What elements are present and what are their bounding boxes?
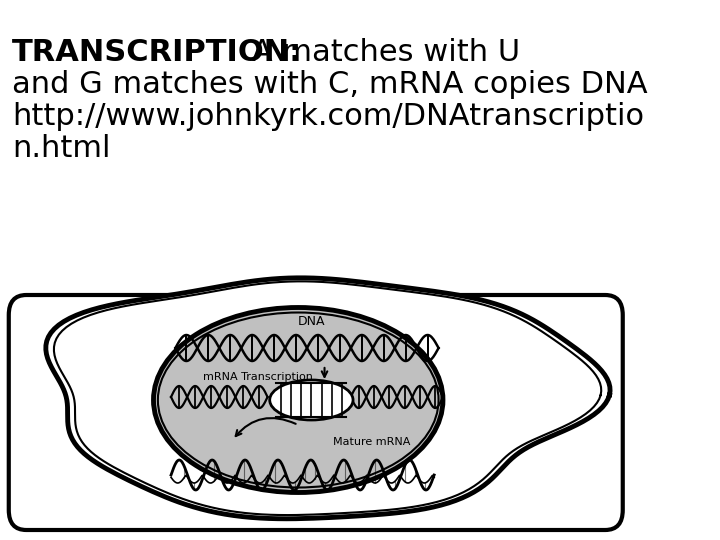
Ellipse shape	[153, 307, 443, 492]
Text: and G matches with C, mRNA copies DNA: and G matches with C, mRNA copies DNA	[12, 70, 648, 99]
Text: mRNA Transcription: mRNA Transcription	[204, 372, 313, 382]
Text: n.html: n.html	[12, 134, 111, 163]
FancyBboxPatch shape	[9, 295, 623, 530]
Ellipse shape	[270, 380, 353, 420]
Text: DNA: DNA	[297, 315, 325, 328]
Polygon shape	[46, 278, 610, 519]
Text: TRANSCRIPTION:: TRANSCRIPTION:	[12, 38, 302, 67]
Text: Mature mRNA: Mature mRNA	[333, 437, 410, 447]
Text: http://www.johnkyrk.com/DNAtranscriptio: http://www.johnkyrk.com/DNAtranscriptio	[12, 102, 644, 131]
Text: A matches with U: A matches with U	[242, 38, 521, 67]
